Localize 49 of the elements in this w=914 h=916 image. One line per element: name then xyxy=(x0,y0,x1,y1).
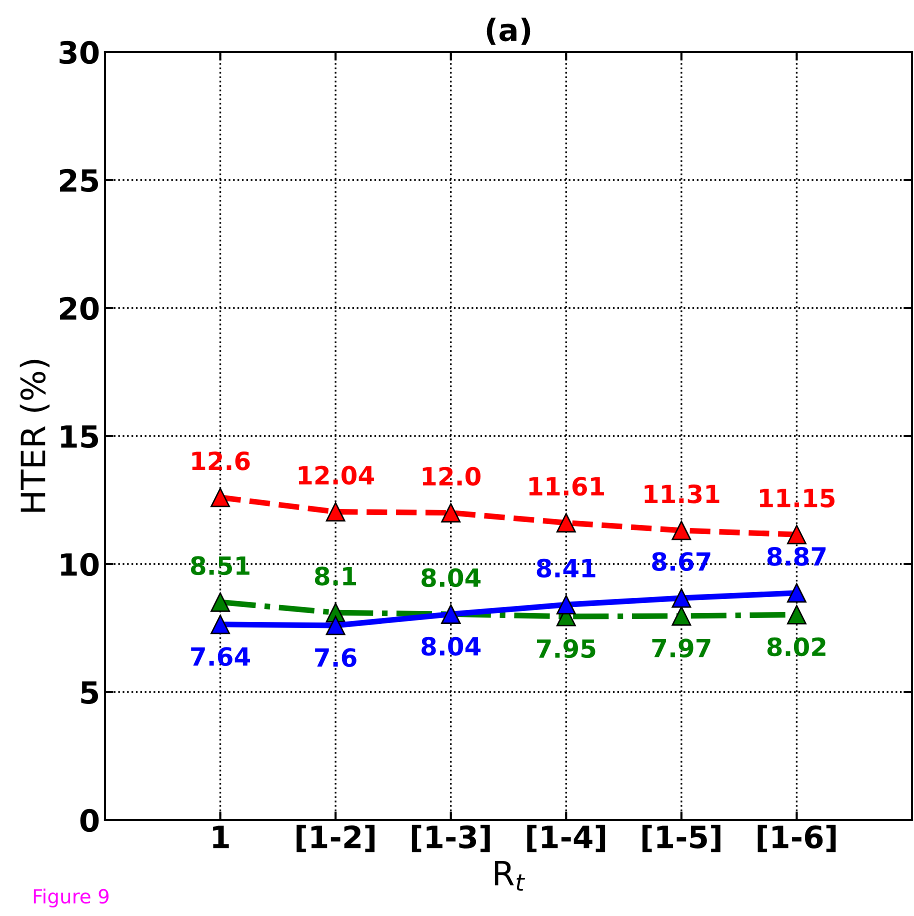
data-label: 8.41 xyxy=(536,558,596,578)
x-tick-label: [1-2] xyxy=(296,824,375,852)
data-label: 11.15 xyxy=(760,488,835,508)
data-label: 12.04 xyxy=(298,466,374,485)
y-tick-label: 15 xyxy=(61,425,98,448)
data-label: 12.6 xyxy=(192,451,250,470)
x-tick-label: [1-4] xyxy=(527,824,606,852)
point xyxy=(326,616,346,636)
data-label: 12.0 xyxy=(422,466,481,486)
data-label: 7.6 xyxy=(315,648,356,668)
point xyxy=(786,583,806,603)
point xyxy=(556,594,576,614)
y-axis-title: HTER (%) xyxy=(20,360,50,512)
x-axis-title: R$_{t}$ xyxy=(494,860,526,891)
x-tick-label: [1-6] xyxy=(758,824,836,852)
y-tick-label: 20 xyxy=(60,296,99,320)
data-label: 11.31 xyxy=(644,484,720,504)
chart-title: (a) xyxy=(486,18,530,45)
data-label: 8.02 xyxy=(767,637,826,656)
caption: Figure 9 xyxy=(34,888,109,908)
data-label: 8.04 xyxy=(422,636,481,656)
y-tick-label: 30 xyxy=(60,40,99,64)
point xyxy=(672,588,692,608)
point xyxy=(210,488,230,508)
data-label: 8.87 xyxy=(767,546,826,566)
data-label: 8.04 xyxy=(422,568,481,588)
data-label: 8.1 xyxy=(314,566,356,586)
y-tick-label: 25 xyxy=(60,168,98,192)
x-tick-label: 1 xyxy=(213,826,229,848)
data-label: 7.64 xyxy=(191,647,250,666)
point xyxy=(672,606,692,626)
data-label: 8.51 xyxy=(190,556,250,576)
point xyxy=(672,520,692,540)
point xyxy=(441,503,461,523)
point xyxy=(786,604,806,624)
point xyxy=(210,614,230,634)
point xyxy=(210,592,230,612)
data-label: 11.61 xyxy=(529,476,604,496)
x-tick-label: [1-3] xyxy=(412,824,490,852)
point xyxy=(556,513,576,533)
y-tick-label: 0 xyxy=(80,808,99,832)
data-label: 8.67 xyxy=(652,552,710,571)
data-label: 7.95 xyxy=(536,639,596,658)
data-label: 7.97 xyxy=(652,638,710,658)
y-tick-label: 5 xyxy=(81,681,98,704)
y-tick-label: 10 xyxy=(61,552,99,576)
x-tick-label: [1-5] xyxy=(642,824,720,852)
point xyxy=(326,502,346,522)
point xyxy=(786,524,806,544)
